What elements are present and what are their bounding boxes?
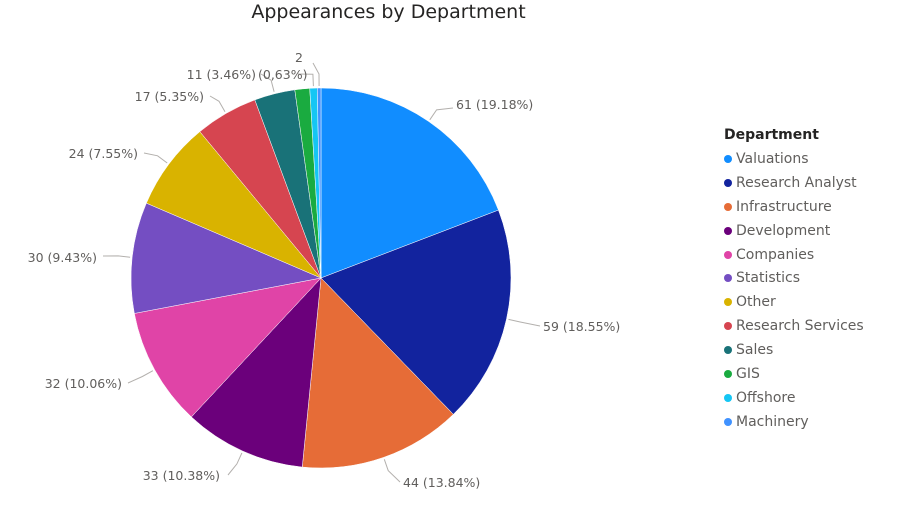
pie-slice-infrastructure[interactable]	[301, 277, 454, 469]
pie-slice-machinery[interactable]	[316, 87, 322, 279]
data-label: 2	[295, 50, 303, 65]
legend-label: Research Services	[736, 318, 864, 335]
legend-item[interactable]: Sales	[724, 338, 864, 362]
data-label: 17 (5.35%)	[135, 89, 204, 104]
legend-label: Research Analyst	[736, 174, 857, 191]
legend-item[interactable]: Statistics	[724, 266, 864, 290]
legend-label: Other	[736, 294, 776, 311]
legend-label: Companies	[736, 246, 815, 263]
legend-marker-icon	[724, 226, 732, 235]
pie-slice-valuations[interactable]	[320, 87, 499, 279]
pie-slice-companies[interactable]	[134, 277, 322, 418]
legend-label: Valuations	[736, 150, 809, 167]
legend-item[interactable]: Research Services	[724, 314, 864, 338]
legend-title: Department	[724, 127, 819, 143]
pie-slice-research-analyst[interactable]	[320, 209, 512, 415]
pie-slice-development[interactable]	[191, 277, 322, 468]
legend-marker-icon	[724, 346, 732, 355]
data-label: 11 (3.46%)	[187, 67, 256, 82]
leader-line	[508, 318, 541, 327]
legend-marker-icon	[724, 274, 732, 283]
legend-item[interactable]: Valuations	[724, 147, 864, 171]
pie-slice-statistics[interactable]	[130, 202, 322, 314]
legend-marker-icon	[724, 298, 732, 307]
data-label: 32 (10.06%)	[45, 376, 122, 391]
legend-item[interactable]: GIS	[724, 362, 864, 386]
data-label: 33 (10.38%)	[143, 468, 220, 483]
legend-marker-icon	[724, 417, 732, 426]
legend-item[interactable]: Companies	[724, 243, 864, 267]
leader-line	[312, 62, 320, 87]
legend-marker-icon	[724, 369, 732, 378]
legend-marker-icon	[724, 178, 732, 187]
legend-label: GIS	[736, 365, 760, 382]
legend-marker-icon	[724, 250, 732, 259]
legend-label: Machinery	[736, 413, 809, 430]
legend-label: Statistics	[736, 270, 800, 287]
leader-line	[429, 107, 454, 121]
legend-label: Offshore	[736, 389, 796, 406]
leader-line	[260, 73, 275, 92]
leader-line	[227, 452, 243, 476]
legend-marker-icon	[724, 393, 732, 402]
legend-label: Infrastructure	[736, 198, 832, 215]
legend-marker-icon	[724, 202, 732, 211]
legend-item[interactable]: Research Analyst	[724, 171, 864, 195]
leader-line	[297, 73, 314, 87]
leader-line	[127, 370, 154, 384]
chart-title: Appearances by Department	[251, 1, 526, 23]
legend: Department Valuations Research Analyst Inf…	[724, 126, 864, 434]
data-label: 59 (18.55%)	[543, 319, 620, 334]
legend-marker-icon	[724, 322, 732, 331]
data-label: 61 (19.18%)	[456, 97, 533, 112]
legend-item[interactable]: Machinery	[724, 410, 864, 434]
legend-item[interactable]: Development	[724, 219, 864, 243]
legend-marker-icon	[724, 154, 732, 163]
legend-item[interactable]: Infrastructure	[724, 195, 864, 219]
leader-line	[143, 152, 168, 164]
data-label: 24 (7.55%)	[69, 146, 138, 161]
data-label: 44 (13.84%)	[403, 475, 480, 490]
leader-line	[102, 255, 131, 258]
legend-label: Development	[736, 222, 831, 239]
legend-label: Sales	[736, 342, 774, 359]
legend-item[interactable]: Offshore	[724, 386, 864, 410]
data-label: 30 (9.43%)	[28, 250, 97, 265]
leader-line	[383, 459, 401, 483]
legend-item[interactable]: Other	[724, 290, 864, 314]
leader-line	[209, 95, 226, 112]
data-label: (0,63%)	[258, 67, 307, 82]
